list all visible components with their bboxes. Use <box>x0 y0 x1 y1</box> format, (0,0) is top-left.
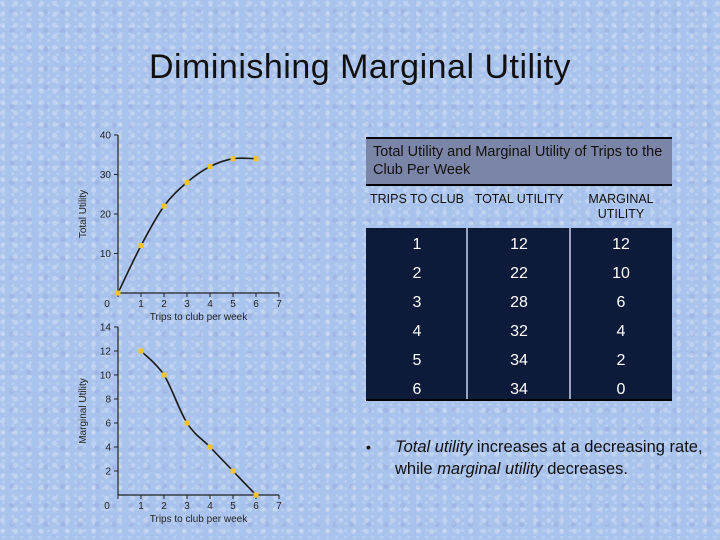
data-point <box>207 164 213 170</box>
table-row: 2 22 10 <box>366 257 672 286</box>
total-utility-chart: 0 1 2 3 4 5 6 7 10 20 30 40 Trips to club per week To… <box>72 122 292 337</box>
data-point <box>253 156 259 162</box>
table-cell-marginal: 4 <box>616 323 626 340</box>
x-tick-label: 3 <box>184 501 190 512</box>
term-total-utility: Total utility <box>395 438 473 456</box>
data-point <box>253 492 259 498</box>
bullet-point: • <box>366 439 371 455</box>
table-cell-trips: 2 <box>412 265 422 282</box>
x-tick-label: 3 <box>184 299 190 310</box>
table-cell-total: 28 <box>510 294 528 311</box>
summary-text-part: increases at a decreasing rate, while <box>395 438 703 478</box>
total-utility-chart-svg: 0 1 2 3 4 5 6 7 10 20 30 40 Trips to club per week To… <box>78 131 282 324</box>
y-tick-label: 10 <box>100 249 112 260</box>
x-tick-label: 6 <box>253 501 259 512</box>
table-cell-total: 32 <box>510 323 528 340</box>
y-tick-label: 2 <box>105 467 111 478</box>
y-tick-label: 14 <box>100 323 112 334</box>
table-cell-marginal: 2 <box>616 352 626 369</box>
utility-table: Total Utility and Marginal Utility of Tr… <box>366 137 672 401</box>
slide-title: Diminishing Marginal Utility <box>148 48 572 86</box>
table-cell-total: 12 <box>510 236 528 253</box>
x-tick-label: 4 <box>207 501 213 512</box>
x-tick-label: 7 <box>276 299 282 310</box>
utility-curve <box>117 157 257 294</box>
data-point <box>184 179 190 185</box>
data-point <box>230 468 236 474</box>
x-tick-label: 1 <box>138 501 144 512</box>
y-tick-label: 10 <box>100 371 112 382</box>
column-divider <box>466 228 468 399</box>
table-row: 5 34 2 <box>366 344 672 373</box>
data-point <box>138 243 144 249</box>
x-tick-label: 1 <box>138 299 144 310</box>
y-tick-label: 4 <box>105 443 111 454</box>
summary-text: Total utility increases at a decreasing … <box>395 436 705 480</box>
table-cell-trips: 5 <box>412 352 422 369</box>
y-tick-label: 8 <box>105 395 111 406</box>
table-cell-marginal: 6 <box>616 294 626 311</box>
x-tick-label: 7 <box>276 501 282 512</box>
data-point <box>115 290 121 296</box>
x-tick-label: 5 <box>230 501 236 512</box>
table-cell-trips: 3 <box>412 294 422 311</box>
table-cell-trips: 6 <box>412 381 422 398</box>
y-tick-label: 20 <box>100 210 112 221</box>
table-header-row: TRIPS TO CLUB TOTAL UTILITY MARGINAL UTI… <box>366 186 672 228</box>
y-axis-label: Marginal Utility <box>78 378 89 444</box>
y-axis-label: Total Utility <box>78 190 89 238</box>
x-tick-label: 0 <box>104 299 110 310</box>
data-point <box>161 203 167 209</box>
marginal-utility-chart: 0 1 2 3 4 5 6 7 2 4 6 8 10 12 14 Trips to club per week… <box>72 320 292 530</box>
y-tick-label: 12 <box>100 347 112 358</box>
table-cell-trips: 1 <box>412 236 422 253</box>
y-tick-label: 6 <box>105 419 111 430</box>
utility-curve <box>140 350 257 496</box>
y-tick-label: 30 <box>100 170 112 181</box>
data-point <box>138 348 144 354</box>
term-marginal-utility: marginal utility <box>437 460 543 478</box>
table-header-total: TOTAL UTILITY <box>474 192 564 206</box>
table-caption: Total Utility and Marginal Utility of Tr… <box>366 137 672 186</box>
table-row: 1 12 12 <box>366 228 672 257</box>
x-axis-label: Trips to club per week <box>150 514 248 525</box>
table-cell-marginal: 10 <box>612 265 630 282</box>
summary-text-part: decreases. <box>542 460 628 478</box>
x-tick-label: 0 <box>104 501 110 512</box>
table-cell-marginal: 12 <box>612 236 630 253</box>
data-point <box>207 444 213 450</box>
x-tick-label: 2 <box>161 501 167 512</box>
x-tick-label: 4 <box>207 299 213 310</box>
data-point <box>184 420 190 426</box>
table-row: 3 28 6 <box>366 286 672 315</box>
table-cell-total: 22 <box>510 265 528 282</box>
column-divider <box>569 228 571 399</box>
table-row: 6 34 0 <box>366 373 672 402</box>
table-body: 1 12 12 2 22 10 3 28 6 4 32 4 5 34 2 6 3… <box>366 228 672 401</box>
data-point <box>161 372 167 378</box>
y-tick-label: 40 <box>100 131 112 142</box>
data-point <box>230 156 236 162</box>
table-header-trips: TRIPS TO CLUB <box>369 192 464 206</box>
table-cell-trips: 4 <box>412 323 422 340</box>
table-row: 4 32 4 <box>366 315 672 344</box>
table-cell-total: 34 <box>510 381 528 398</box>
table-header-marginal: MARGINAL UTILITY <box>588 192 654 221</box>
table-cell-marginal: 0 <box>616 381 626 398</box>
x-axis-label: Trips to club per week <box>150 312 248 323</box>
x-tick-label: 2 <box>161 299 167 310</box>
x-tick-label: 5 <box>230 299 236 310</box>
x-tick-label: 6 <box>253 299 259 310</box>
table-cell-total: 34 <box>510 352 528 369</box>
